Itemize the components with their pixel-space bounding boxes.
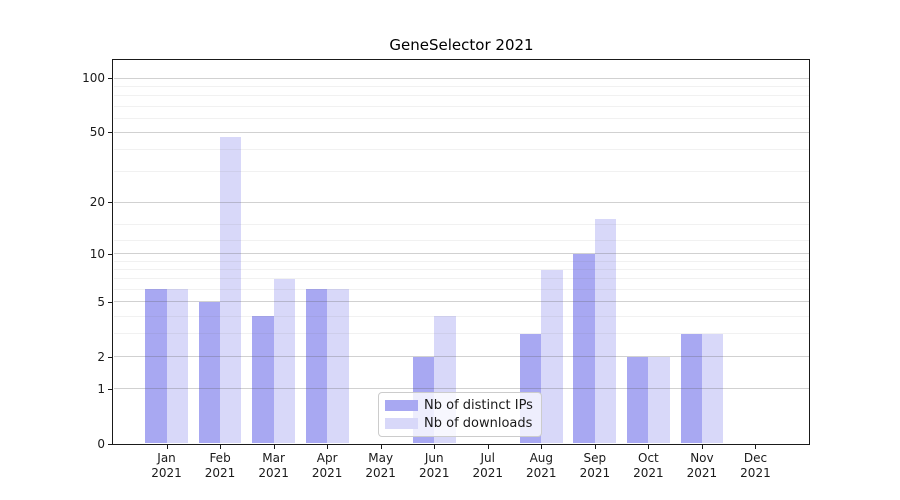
- legend-item-downloads: Nb of downloads: [385, 416, 533, 431]
- x-tick-label-jan: Jan 2021: [151, 451, 182, 480]
- y-tick-1: [108, 388, 113, 390]
- gridline-minor-6: [114, 288, 809, 290]
- y-tick-2: [108, 356, 113, 358]
- distinct-ips-bar-mar: [252, 316, 274, 444]
- gridline-minor-15: [114, 223, 809, 225]
- x-tick-label-jun: Jun 2021: [418, 451, 450, 480]
- distinct-ips-bar-apr: [305, 289, 328, 444]
- y-tick-label-2: 2: [97, 349, 105, 364]
- gridline-minor-40: [114, 149, 809, 150]
- gridline-major-2: [114, 356, 809, 358]
- x-tick-jun: [434, 445, 436, 449]
- y-tick-20: [108, 202, 113, 204]
- distinct-ips-bar-sep: [573, 253, 595, 444]
- y-tick-label-100: 100: [82, 71, 105, 86]
- gridline-major-5: [114, 301, 809, 303]
- downloads-bar-nov: [701, 333, 724, 444]
- legend-item-distinct-ips: Nb of distinct IPs: [385, 398, 533, 413]
- y-tick-100: [108, 78, 113, 80]
- downloads-bar-oct: [648, 356, 670, 444]
- downloads-bar-mar: [273, 278, 296, 444]
- gridline-minor-9: [114, 260, 809, 262]
- y-tick-label-0: 0: [97, 436, 105, 451]
- gridline-minor-30: [114, 171, 809, 173]
- x-tick-sep: [594, 445, 596, 449]
- legend-swatch-distinct-ips: [385, 400, 418, 411]
- x-tick-may: [380, 445, 382, 449]
- distinct-ips-bar-nov: [680, 333, 702, 444]
- x-tick-jul: [487, 445, 489, 449]
- x-tick-jan: [166, 445, 168, 449]
- legend-swatch-downloads: [385, 418, 418, 429]
- gridline-minor-7: [114, 278, 809, 280]
- x-tick-label-dec: Dec 2021: [740, 451, 771, 480]
- x-tick-oct: [648, 445, 650, 449]
- distinct-ips-bar-oct: [626, 356, 649, 444]
- downloads-bar-sep: [594, 219, 617, 444]
- distinct-ips-bar-jan: [145, 289, 167, 444]
- x-tick-apr: [327, 445, 329, 449]
- y-tick-label-20: 20: [89, 195, 105, 210]
- gridline-minor-60: [114, 117, 809, 119]
- x-tick-aug: [541, 445, 543, 449]
- y-tick-50: [108, 132, 113, 134]
- gridline-minor-80: [114, 95, 809, 97]
- distinct-ips-bar-feb: [198, 301, 221, 444]
- gridline-major-10: [114, 253, 809, 255]
- x-tick-label-apr: Apr 2021: [311, 451, 343, 480]
- downloads-bar-apr: [327, 289, 349, 444]
- legend: Nb of distinct IPs Nb of downloads: [378, 392, 542, 437]
- x-tick-mar: [273, 445, 275, 449]
- y-tick-label-10: 10: [89, 246, 105, 261]
- y-tick-label-1: 1: [97, 381, 105, 396]
- downloads-bar-jan: [166, 289, 188, 444]
- downloads-bar-aug: [541, 269, 563, 444]
- y-tick-label-50: 50: [89, 125, 105, 140]
- legend-label-distinct-ips: Nb of distinct IPs: [424, 398, 533, 413]
- x-tick-feb: [220, 445, 222, 449]
- gridline-minor-70: [114, 105, 809, 107]
- y-tick-5: [108, 301, 113, 303]
- gridline-minor-90: [114, 85, 809, 87]
- y-tick-label-5: 5: [97, 294, 105, 309]
- gridline-major-100: [114, 77, 809, 79]
- gridline-major-1: [114, 388, 809, 390]
- gridline-minor-8: [114, 269, 809, 271]
- gridline-minor-4: [114, 315, 809, 317]
- x-tick-dec: [755, 445, 757, 449]
- chart-title: GeneSelector 2021: [389, 36, 534, 54]
- gridline-minor-3: [114, 333, 809, 335]
- legend-label-downloads: Nb of downloads: [424, 416, 533, 431]
- x-tick-label-mar: Mar 2021: [258, 451, 289, 480]
- x-tick-nov: [701, 445, 703, 449]
- x-tick-label-may: May 2021: [365, 451, 396, 480]
- x-tick-label-feb: Feb 2021: [204, 451, 236, 480]
- x-tick-label-jul: Jul 2021: [472, 451, 504, 480]
- y-tick-10: [108, 253, 113, 255]
- x-tick-label-sep: Sep 2021: [579, 451, 611, 480]
- downloads-bar-feb: [220, 137, 242, 444]
- gridline-minor-12: [114, 239, 809, 241]
- x-tick-label-aug: Aug 2021: [526, 451, 557, 480]
- gridline-major-50: [114, 131, 809, 133]
- gridline-major-20: [114, 201, 809, 203]
- x-tick-label-nov: Nov 2021: [686, 451, 718, 480]
- y-tick-0: [108, 443, 113, 445]
- x-tick-label-oct: Oct 2021: [633, 451, 664, 480]
